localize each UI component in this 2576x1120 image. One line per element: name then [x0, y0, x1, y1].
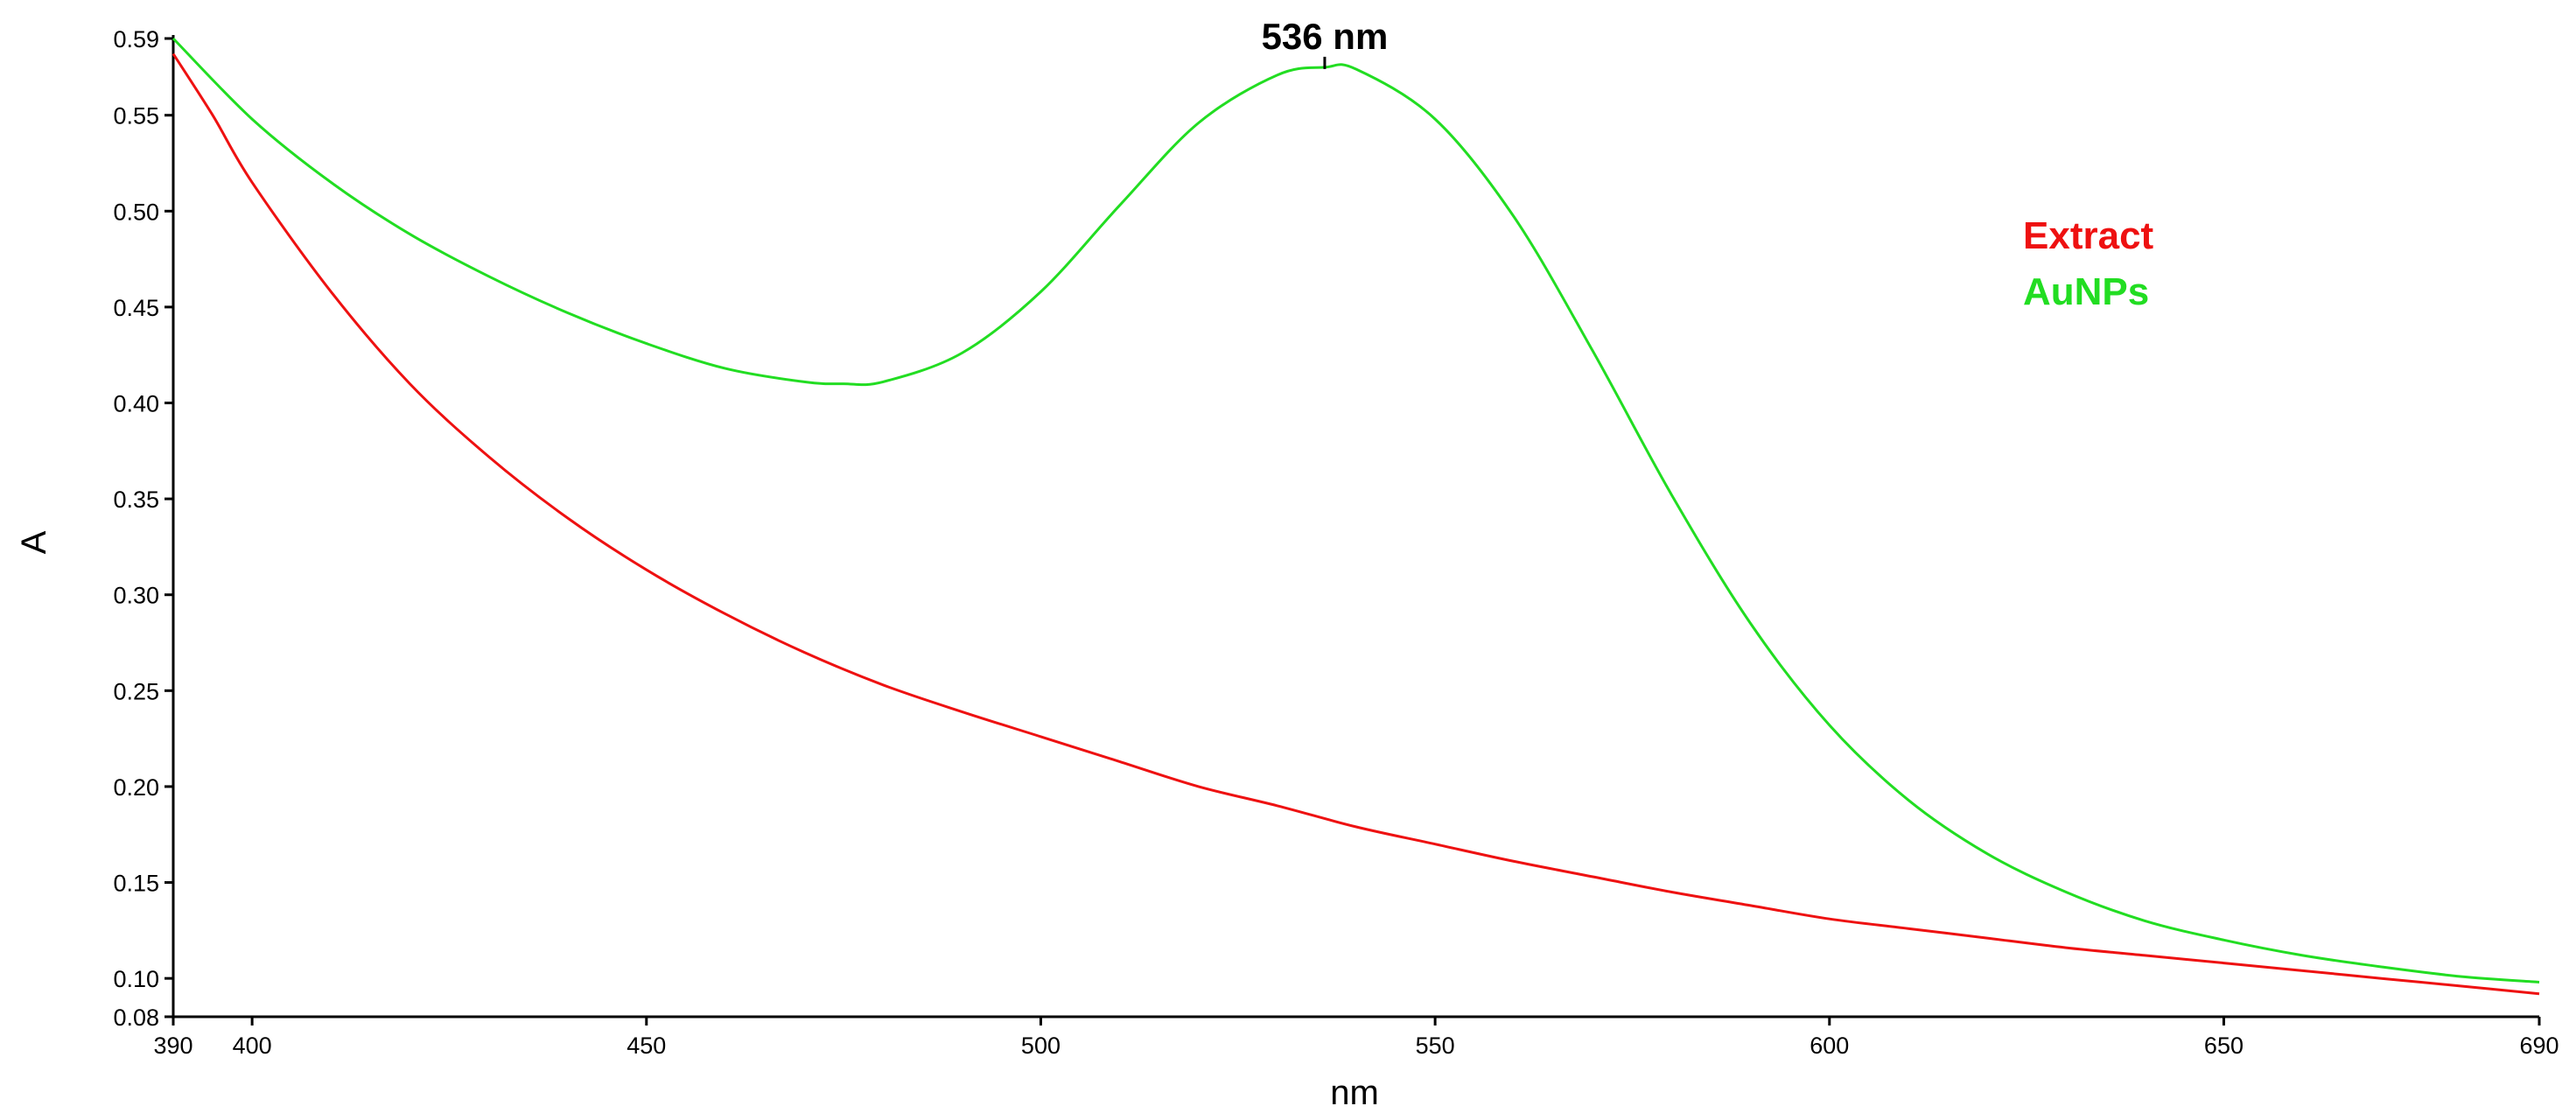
y-tick-label: 0.15: [113, 871, 159, 897]
y-axis-title: A: [15, 530, 53, 554]
y-tick-label: 0.40: [113, 391, 159, 417]
peak-label: 536 nm: [1262, 16, 1389, 57]
series-lines: [172, 37, 2540, 996]
x-tick-label: 450: [626, 1032, 666, 1059]
y-tick-label: 0.50: [113, 199, 159, 225]
x-tick-label: 650: [2204, 1032, 2244, 1059]
series-line-aunps: [172, 37, 2540, 984]
legend-entry-aunps: AuNPs: [2023, 270, 2149, 313]
y-tick-label: 0.10: [113, 966, 159, 992]
x-tick-label: 390: [153, 1032, 192, 1059]
x-ticks: 390 400 450 500 550 600 650 690: [153, 1017, 2559, 1059]
axes: [172, 35, 2539, 1018]
y-tick-label: 0.25: [113, 678, 159, 704]
x-tick-label: 550: [1416, 1032, 1455, 1059]
y-tick-label: 0.55: [113, 103, 159, 130]
x-tick-label: 500: [1021, 1032, 1060, 1059]
y-tick-label: 0.08: [113, 1004, 159, 1031]
legend: Extract AuNPs: [2023, 214, 2154, 313]
x-tick-label: 690: [2519, 1032, 2558, 1059]
legend-entry-extract: Extract: [2023, 214, 2154, 257]
y-tick-label: 0.35: [113, 486, 159, 513]
y-tick-label: 0.59: [113, 26, 159, 52]
x-tick-label: 600: [1810, 1032, 1849, 1059]
y-tick-label: 0.45: [113, 295, 159, 321]
y-tick-label: 0.20: [113, 774, 159, 801]
x-tick-label: 400: [233, 1032, 272, 1059]
y-ticks: 0.08 0.10 0.15 0.20 0.25 0.30 0.35 0.40 0.45 0.50…: [113, 26, 173, 1031]
x-axis-title: nm: [1330, 1074, 1379, 1112]
series-line-extract: [172, 52, 2540, 996]
peak-annotation: 536 nm: [1262, 16, 1389, 69]
y-tick-label: 0.30: [113, 583, 159, 609]
